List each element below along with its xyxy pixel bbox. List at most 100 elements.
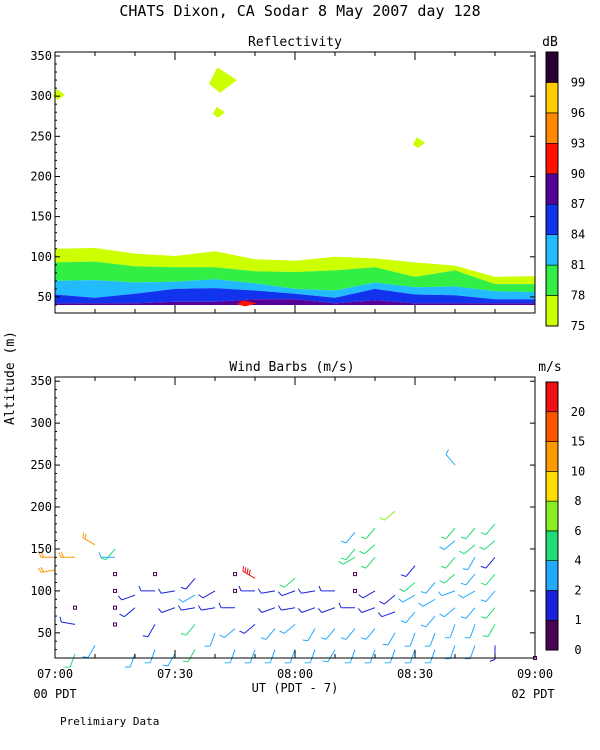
wind-barb	[479, 540, 496, 551]
reflectivity-colorbar-label: 87	[571, 197, 585, 211]
reflectivity-patch-75	[213, 106, 225, 118]
wind-barb	[460, 527, 476, 540]
wind-colorbar-label: 0	[574, 643, 581, 657]
wind-barb	[344, 649, 356, 664]
reflectivity-colorbar-swatch	[545, 295, 559, 327]
wind-barb	[400, 565, 416, 577]
wind-colorbar-swatch	[545, 619, 559, 651]
wind-barb	[440, 556, 456, 569]
wind-colorbar-label: 6	[574, 524, 581, 538]
x-axis-label: UT (PDT - 7)	[252, 681, 339, 695]
wind-x-tick-label: 08:00	[277, 667, 313, 681]
reflectivity-colorbar-label: 99	[571, 75, 585, 89]
wind-barb	[360, 556, 376, 569]
wind-barb	[82, 645, 96, 658]
wind-calm-marker	[353, 588, 357, 593]
refl-y-tick-label: 100	[30, 250, 52, 264]
wind-barb	[340, 548, 356, 561]
wind-x-tick-label: 07:30	[157, 667, 193, 681]
wind-barb	[404, 649, 416, 664]
wind-barb	[219, 628, 236, 639]
wind-barb	[482, 624, 496, 638]
reflectivity-colorbar-unit: dB	[542, 35, 558, 50]
wind-barb	[142, 624, 156, 638]
wind-barb	[297, 588, 316, 594]
wind-calm-marker	[113, 605, 117, 610]
wind-colorbar-frame	[545, 381, 559, 651]
wind-barb	[364, 649, 376, 664]
reflectivity-colorbar-swatch	[545, 112, 559, 144]
wind-barb	[460, 607, 476, 619]
wind-barb	[302, 628, 316, 642]
wind-barb	[379, 510, 396, 521]
wind-barb	[338, 556, 356, 565]
wind-barb	[458, 590, 476, 599]
wind-x-tick-label: 07:00	[37, 667, 73, 681]
reflectivity-colorbar-label: 96	[571, 106, 585, 120]
wind-colorbar-label: 8	[574, 494, 581, 508]
wind-y-tick-label: 150	[30, 542, 52, 556]
wind-x-tick-label: 09:00	[517, 667, 553, 681]
wind-barbs	[37, 449, 537, 668]
wind-barb	[424, 632, 436, 647]
wind-barb	[404, 632, 416, 647]
wind-barb	[284, 649, 296, 664]
wind-barb	[304, 649, 316, 664]
wind-barb	[182, 649, 196, 663]
wind-barb	[440, 527, 456, 540]
wind-barb	[439, 607, 456, 618]
wind-barb	[204, 632, 216, 647]
x-right-sub-label: 02 PDT	[511, 687, 554, 701]
wind-colorbar-swatch	[545, 560, 559, 591]
reflectivity-band-87	[55, 299, 535, 305]
wind-barb	[384, 649, 396, 664]
wind-colorbar-label: 1	[574, 613, 581, 627]
wind-barb	[340, 628, 356, 640]
wind-barb	[37, 567, 56, 573]
wind-barb	[358, 590, 376, 599]
wind-barb	[178, 594, 196, 603]
reflectivity-colorbar-label: 78	[571, 289, 585, 303]
reflectivity-colorbar-label: 84	[571, 228, 585, 242]
wind-barb	[439, 540, 456, 551]
wind-colorbar-swatch	[545, 590, 559, 621]
reflectivity-band-84	[55, 288, 535, 304]
wind-frame	[54, 376, 536, 659]
wind-calm-marker	[113, 572, 117, 577]
wind-colorbar-swatch	[545, 441, 559, 472]
wind-colorbar-swatch	[545, 411, 559, 442]
reflectivity-colorbar-label: 75	[571, 319, 585, 333]
wind-barb	[157, 607, 176, 613]
wind-barb	[138, 585, 155, 592]
wind-x-ticks: 07:00 07:30 08:00 08:30 09:00	[37, 377, 553, 681]
wind-barb	[124, 653, 136, 668]
reflectivity-colorbar-swatch	[545, 203, 559, 235]
x-left-sub-label: 00 PDT	[33, 687, 76, 701]
wind-calm-marker	[233, 588, 237, 593]
wind-barb	[420, 582, 436, 594]
wind-colorbar-label: 2	[574, 583, 581, 597]
wind-barb	[264, 649, 276, 664]
wind-barb	[58, 552, 75, 558]
refl-y-tick-label: 350	[30, 49, 52, 63]
wind-y-tick-label: 200	[30, 500, 52, 514]
refl-y-tick-label: 300	[30, 89, 52, 103]
wind-barb	[489, 645, 496, 662]
wind-colorbar-label: 10	[571, 464, 585, 478]
wind-y-tick-label: 300	[30, 416, 52, 430]
wind-barb	[480, 556, 496, 569]
wind-calm-marker	[113, 622, 117, 627]
wind-barb	[459, 544, 476, 555]
wind-barb	[180, 577, 196, 590]
wind-calm-marker	[153, 572, 157, 577]
wind-barb	[277, 590, 296, 597]
refl-y-tick-label: 50	[38, 290, 52, 304]
refl-y-tick-label: 250	[30, 129, 52, 143]
wind-barb	[480, 573, 496, 586]
reflectivity-patch-75	[53, 89, 65, 100]
wind-barb	[218, 602, 235, 609]
reflectivity-colorbar-label: 90	[571, 167, 585, 181]
wind-barb	[260, 628, 276, 640]
